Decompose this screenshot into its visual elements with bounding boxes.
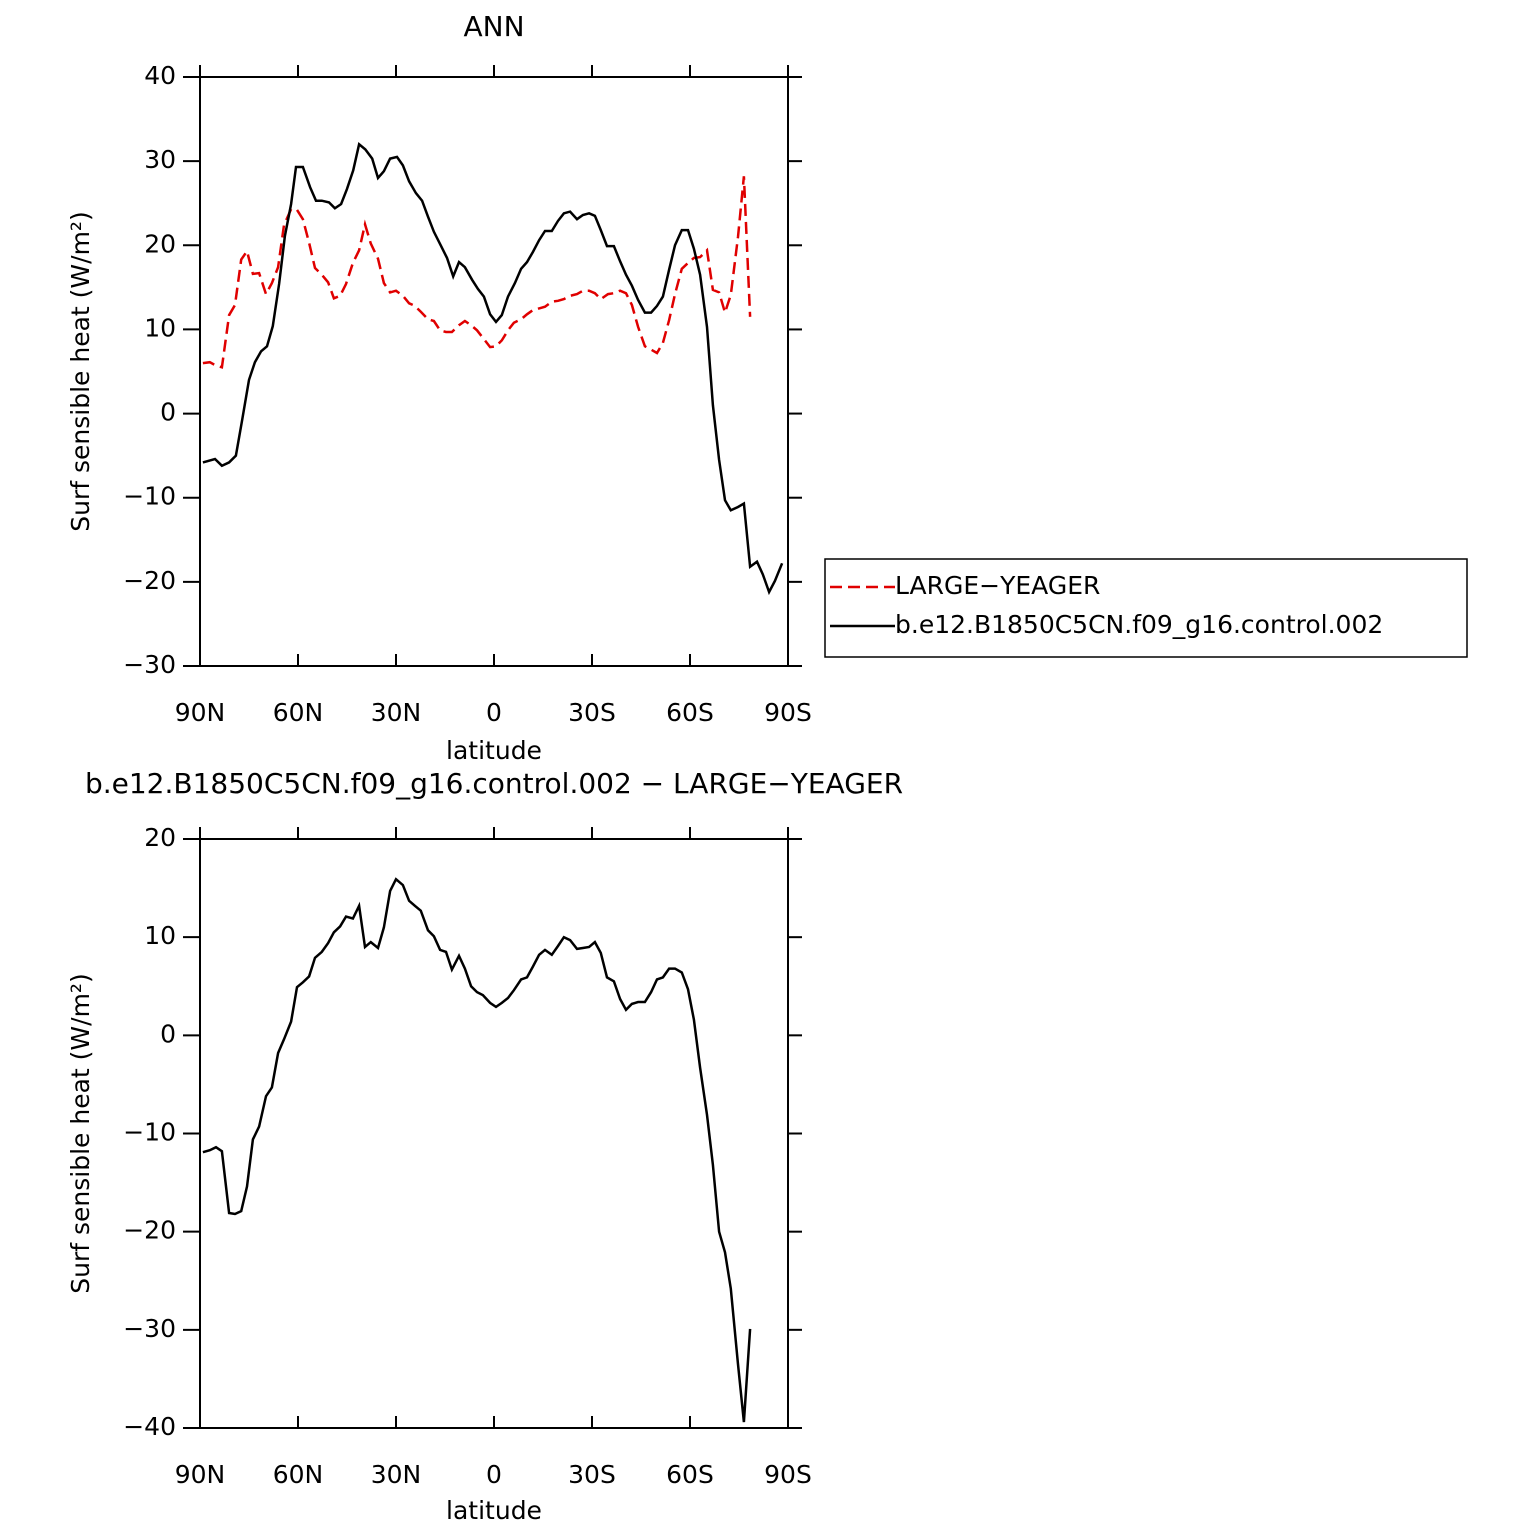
- legend-box: [824, 558, 1468, 658]
- x-tick-label: 60N: [273, 1460, 324, 1489]
- y-tick-label: −20: [123, 566, 176, 595]
- series-line: [202, 142, 784, 596]
- x-tick-label: 0: [486, 698, 502, 727]
- x-tick-label: 60N: [273, 698, 324, 727]
- x-tick-label: 90N: [175, 1460, 226, 1489]
- y-tick-label: −10: [123, 482, 176, 511]
- x-tick-label: 90S: [764, 698, 812, 727]
- chart-title: ANN: [463, 10, 524, 43]
- plot-frame: [199, 838, 789, 1429]
- y-axis-label: Surf sensible heat (W/m²): [66, 211, 95, 531]
- y-tick-label: −30: [123, 1314, 176, 1343]
- x-tick-label: 90S: [764, 1460, 812, 1489]
- chart-title: b.e12.B1850C5CN.f09_g16.control.002 − LA…: [85, 767, 903, 800]
- x-tick-label: 30S: [568, 698, 616, 727]
- y-tick-label: −20: [123, 1216, 176, 1245]
- series-line: [202, 877, 752, 1423]
- y-tick-label: −40: [123, 1412, 176, 1441]
- y-axis-label: Surf sensible heat (W/m²): [66, 973, 95, 1293]
- y-tick-label: 20: [144, 229, 176, 258]
- x-tick-label: 30N: [371, 1460, 422, 1489]
- x-tick-label: 30N: [371, 698, 422, 727]
- y-tick-label: 10: [144, 921, 176, 950]
- legend-label: b.e12.B1850C5CN.f09_g16.control.002: [895, 610, 1383, 639]
- y-tick-label: −30: [123, 650, 176, 679]
- series-line: [202, 176, 752, 369]
- y-tick-label: 10: [144, 313, 176, 342]
- x-tick-label: 60S: [666, 698, 714, 727]
- y-tick-label: 30: [144, 145, 176, 174]
- x-axis-label: latitude: [446, 1496, 542, 1525]
- plot-frame: [199, 76, 789, 667]
- y-tick-label: 40: [144, 61, 176, 90]
- x-tick-label: 60S: [666, 1460, 714, 1489]
- y-tick-label: 0: [160, 398, 176, 427]
- x-tick-label: 0: [486, 1460, 502, 1489]
- legend-label: LARGE−YEAGER: [895, 571, 1100, 600]
- y-tick-label: −10: [123, 1118, 176, 1147]
- x-axis-label: latitude: [446, 736, 542, 765]
- x-tick-label: 90N: [175, 698, 226, 727]
- y-tick-label: 0: [160, 1019, 176, 1048]
- y-tick-label: 20: [144, 823, 176, 852]
- x-tick-label: 30S: [568, 1460, 616, 1489]
